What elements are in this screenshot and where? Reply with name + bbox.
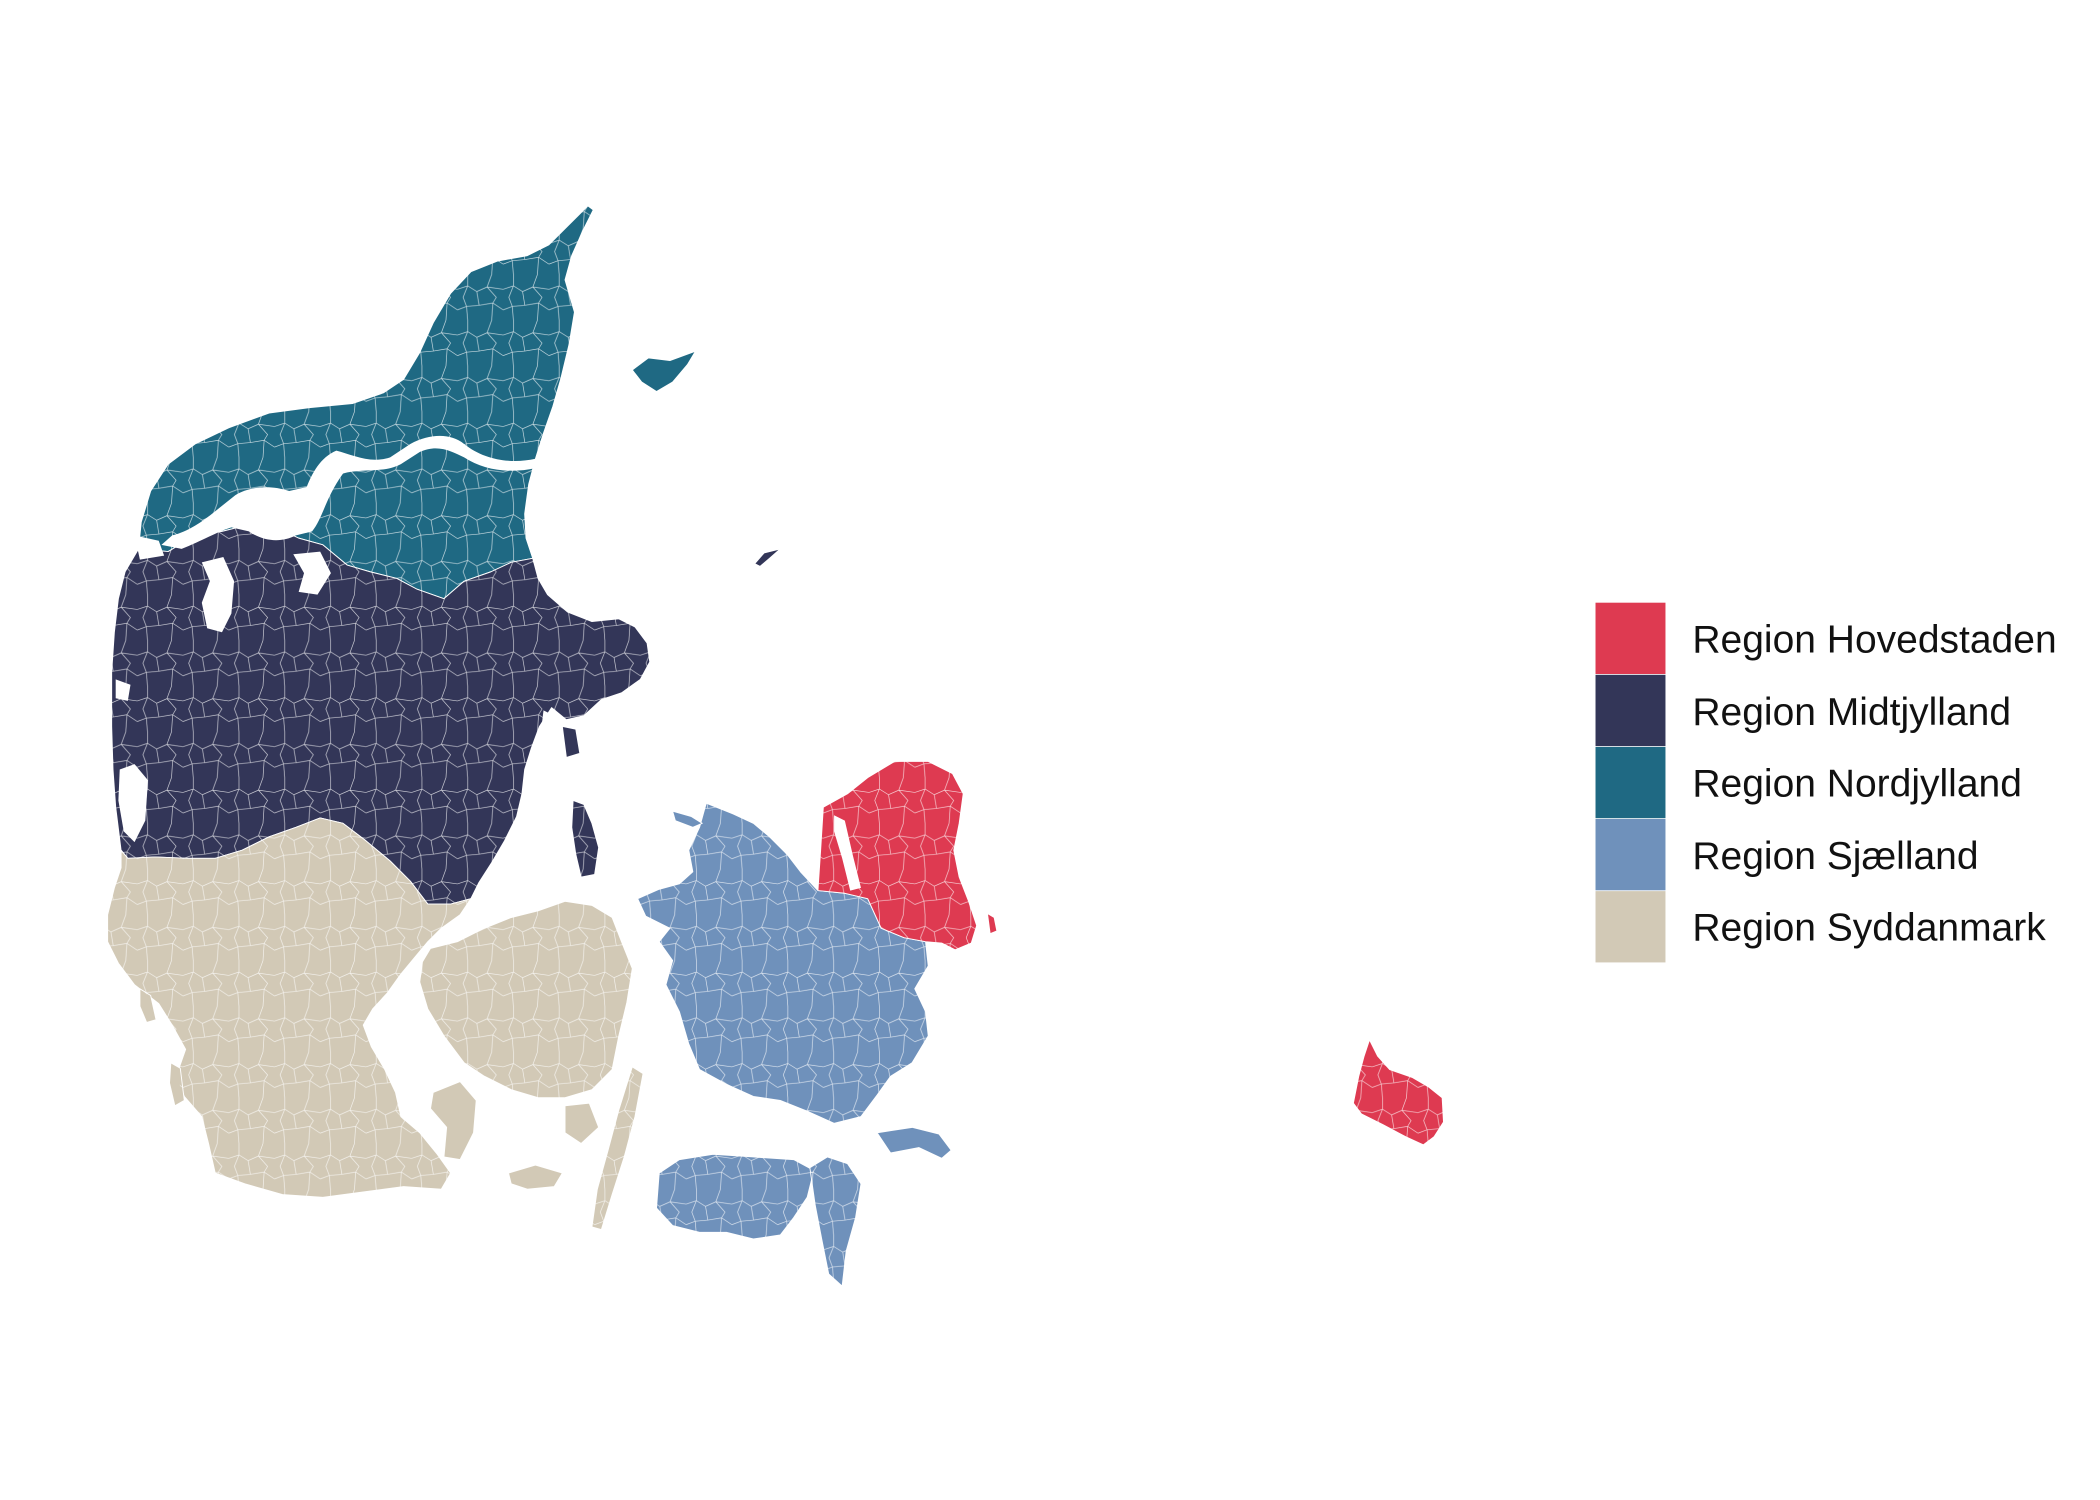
legend-label-nordjylland: Region Nordjylland bbox=[1692, 762, 2022, 805]
aero-island bbox=[508, 1164, 563, 1190]
helgenaes-island bbox=[561, 725, 581, 758]
legend-swatch-sjaelland bbox=[1595, 819, 1666, 891]
thyboron-channel-water bbox=[134, 535, 165, 560]
legend-label-midtjylland: Region Midtjylland bbox=[1692, 691, 2011, 734]
legend-label-syddanmark: Region Syddanmark bbox=[1692, 906, 2046, 949]
parish-overlay-lolland bbox=[656, 1153, 815, 1240]
parish-overlay-bornholm bbox=[1352, 1039, 1444, 1146]
legend-swatch-hovedstaden bbox=[1595, 602, 1666, 674]
laeso-island bbox=[631, 350, 696, 392]
tasinge-island bbox=[564, 1102, 600, 1144]
legend-label-sjaelland: Region Sjælland bbox=[1692, 835, 1978, 878]
legend: Region Hovedstaden Region Midtjylland Re… bbox=[1595, 602, 2057, 963]
parish-overlay-fyn bbox=[419, 900, 633, 1099]
skive-fjord-water bbox=[201, 556, 235, 633]
roskilde-fjord-water bbox=[834, 815, 861, 891]
parish-overlay-samso bbox=[571, 799, 600, 878]
legend-item-sjaelland: Region Sjælland bbox=[1595, 819, 1979, 891]
legend-item-hovedstaden: Region Hovedstaden bbox=[1595, 602, 2057, 674]
legend-swatch-midtjylland bbox=[1595, 674, 1666, 747]
ringkobing-fjord-water bbox=[118, 764, 148, 843]
limfjord-water bbox=[161, 435, 536, 549]
amager-island bbox=[986, 912, 998, 935]
legend-label-hovedstaden: Region Hovedstaden bbox=[1692, 618, 2056, 661]
kalo-vig-water bbox=[540, 710, 563, 748]
nissum-fjord-water bbox=[115, 679, 131, 701]
parish-overlay-falster bbox=[809, 1156, 862, 1287]
legend-item-syddanmark: Region Syddanmark bbox=[1595, 891, 2046, 963]
parish-overlay-langeland bbox=[591, 1066, 644, 1231]
legend-item-nordjylland: Region Nordjylland bbox=[1595, 746, 2022, 819]
hjarbaek-fjord-water bbox=[293, 551, 331, 595]
legend-swatch-nordjylland bbox=[1595, 746, 1666, 819]
water-bodies bbox=[115, 435, 861, 891]
parish-boundaries bbox=[107, 205, 1444, 1287]
parish-overlay-midtjylland bbox=[111, 524, 651, 905]
legend-swatch-syddanmark bbox=[1595, 891, 1666, 963]
legend-item-midtjylland: Region Midtjylland bbox=[1595, 674, 2011, 747]
anholt-island bbox=[754, 548, 781, 567]
sejero-island bbox=[672, 810, 703, 828]
als-island bbox=[430, 1081, 477, 1161]
mon-island bbox=[876, 1126, 952, 1159]
